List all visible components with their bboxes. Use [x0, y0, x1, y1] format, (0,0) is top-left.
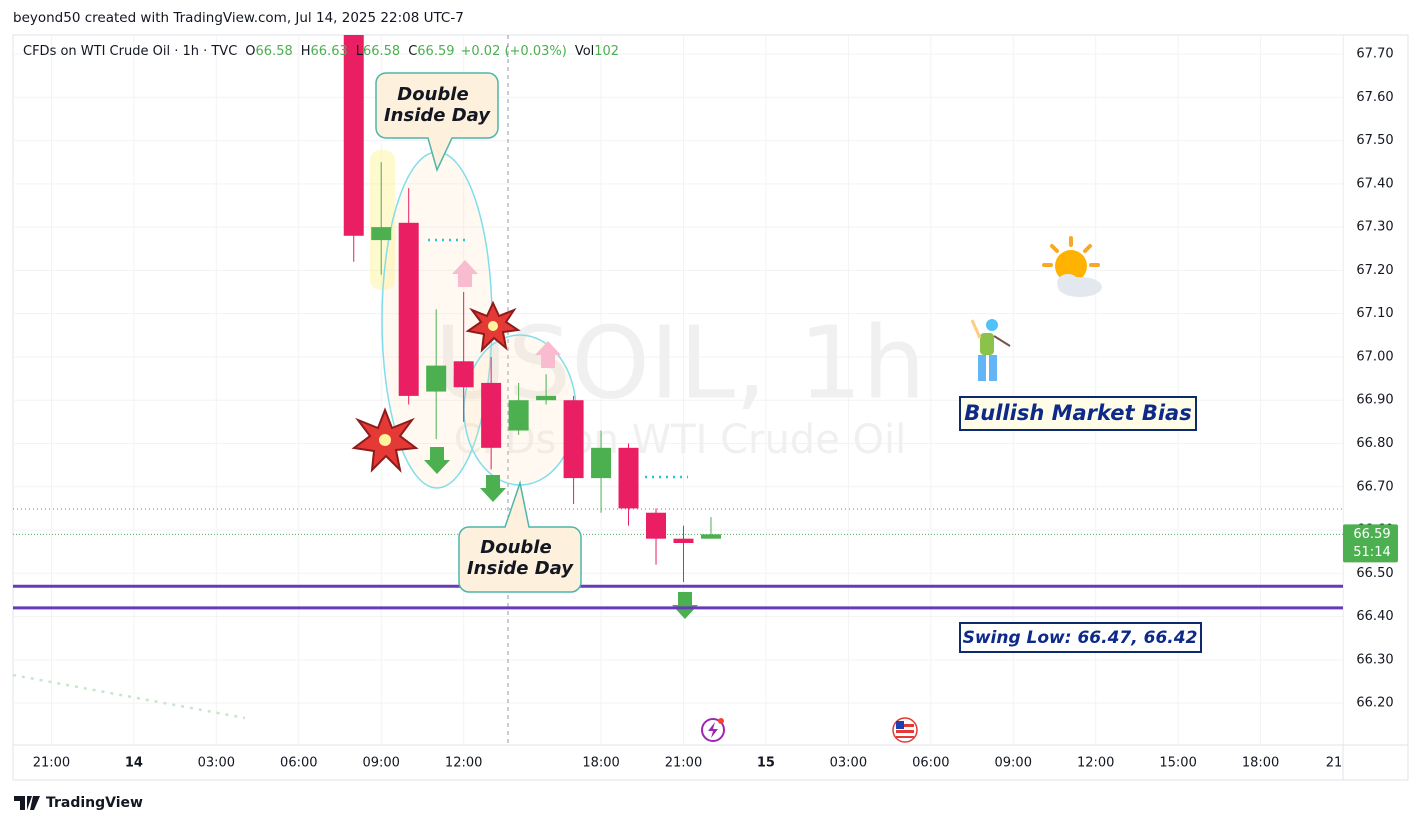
x-tick-label: 12:00	[1077, 756, 1114, 771]
credit: beyond50 created with TradingView.com, J…	[13, 10, 464, 26]
x-tick-label: 03:00	[830, 756, 867, 771]
legend-label: C	[408, 44, 418, 59]
legend-label: H	[300, 44, 311, 59]
y-tick-label: 66.40	[1356, 609, 1393, 624]
arrow-down	[424, 447, 450, 474]
candle-body	[646, 512, 667, 539]
event-icons	[701, 717, 918, 743]
callout-text: Double	[480, 537, 551, 558]
legend-change: +0.02 (+0.03%)	[460, 44, 567, 59]
logo	[14, 796, 40, 810]
burst-core	[379, 434, 391, 446]
x-tick-label: 14	[125, 756, 143, 771]
legend-value: 66.58	[255, 44, 293, 59]
candle-body	[426, 365, 447, 392]
last-price-box	[1343, 524, 1398, 563]
x-tick-label: 06:00	[280, 756, 317, 771]
x-tick-label: 18:00	[1242, 756, 1279, 771]
y-tick-label: 66.70	[1356, 479, 1393, 494]
x-tick-label: 03:00	[198, 756, 235, 771]
bias-box: Bullish Market Bias	[959, 396, 1197, 431]
trend-line	[13, 673, 246, 720]
footer: TradingView	[14, 795, 143, 811]
countdown-label: 51:14	[1353, 545, 1390, 560]
candle-body	[453, 361, 474, 388]
arrow-down	[672, 592, 698, 619]
y-tick-label: 67.00	[1356, 349, 1393, 364]
x-tick-label: 21	[1326, 756, 1343, 771]
callout: Double Inside Day	[458, 480, 582, 593]
callout-text: Double	[397, 84, 468, 105]
bias-text: Bullish Market Bias	[964, 401, 1191, 425]
y-tick-label: 67.60	[1356, 90, 1393, 105]
sun-icon	[1042, 236, 1102, 297]
candle-body	[618, 447, 639, 509]
y-tick-label: 66.90	[1356, 393, 1393, 408]
x-tick-label: 12:00	[445, 756, 482, 771]
legend-label: Vol	[574, 44, 595, 59]
x-tick-label: 15	[757, 756, 775, 771]
y-tick-label: 66.20	[1356, 696, 1393, 711]
x-tick-label: 18:00	[582, 756, 619, 771]
watermark-sub: CFDs on WTI Crude Oil	[454, 417, 906, 463]
candle-body	[536, 395, 557, 401]
y-tick-label: 67.40	[1356, 176, 1393, 191]
x-tick-label: 06:00	[912, 756, 949, 771]
candle-body	[673, 538, 694, 544]
candle-body	[563, 400, 584, 479]
legend-value: 66.59	[417, 44, 455, 59]
candle-body	[481, 382, 502, 448]
candle-body	[508, 400, 529, 431]
swing-text: Swing Low: 66.47, 66.42	[963, 628, 1198, 648]
candle-body	[398, 222, 419, 396]
x-tick-label: 21:00	[33, 756, 70, 771]
last-price-label: 66.59	[1353, 527, 1390, 542]
x-tick-label: 09:00	[995, 756, 1032, 771]
y-tick-label: 66.50	[1356, 566, 1393, 581]
x-tick-label: 15:00	[1159, 756, 1196, 771]
y-tick-label: 67.30	[1356, 220, 1393, 235]
swing-box: Swing Low: 66.47, 66.42	[959, 622, 1202, 653]
y-tick-label: 67.50	[1356, 133, 1393, 148]
x-tick-label: 21:00	[665, 756, 702, 771]
y-tick-label: 66.30	[1356, 652, 1393, 667]
callout-text: Inside Day	[384, 105, 491, 126]
legend-value: 66.58	[362, 44, 401, 59]
legend: CFDs on WTI Crude Oil · 1h · TVC O66.58 H6…	[23, 44, 619, 59]
legend-value: 102	[594, 44, 620, 59]
legend-value: 66.63	[310, 44, 348, 59]
arrow-up	[452, 260, 478, 287]
y-tick-label: 67.10	[1356, 306, 1393, 321]
burst-core	[488, 321, 498, 331]
candle-body	[371, 227, 392, 241]
candle-body	[343, 35, 364, 236]
highlight	[370, 150, 395, 290]
candle-body	[591, 447, 612, 479]
legend-label: L	[355, 44, 363, 59]
callout: Double Inside Day	[375, 72, 499, 173]
y-tick-label: 67.70	[1356, 47, 1393, 62]
arrow-up	[535, 341, 561, 368]
callout-text: Inside Day	[467, 558, 574, 579]
golfer-icon	[970, 319, 1011, 381]
candle-body	[700, 534, 721, 539]
symbol: CFDs on WTI Crude Oil · 1h · TVC	[23, 44, 238, 59]
y-tick-label: 67.20	[1356, 263, 1393, 278]
y-tick-label: 66.80	[1356, 436, 1393, 451]
x-tick-label: 09:00	[362, 756, 399, 771]
footer-text: TradingView	[46, 795, 143, 811]
arrow-down	[480, 475, 506, 502]
legend-label: O	[245, 44, 256, 59]
